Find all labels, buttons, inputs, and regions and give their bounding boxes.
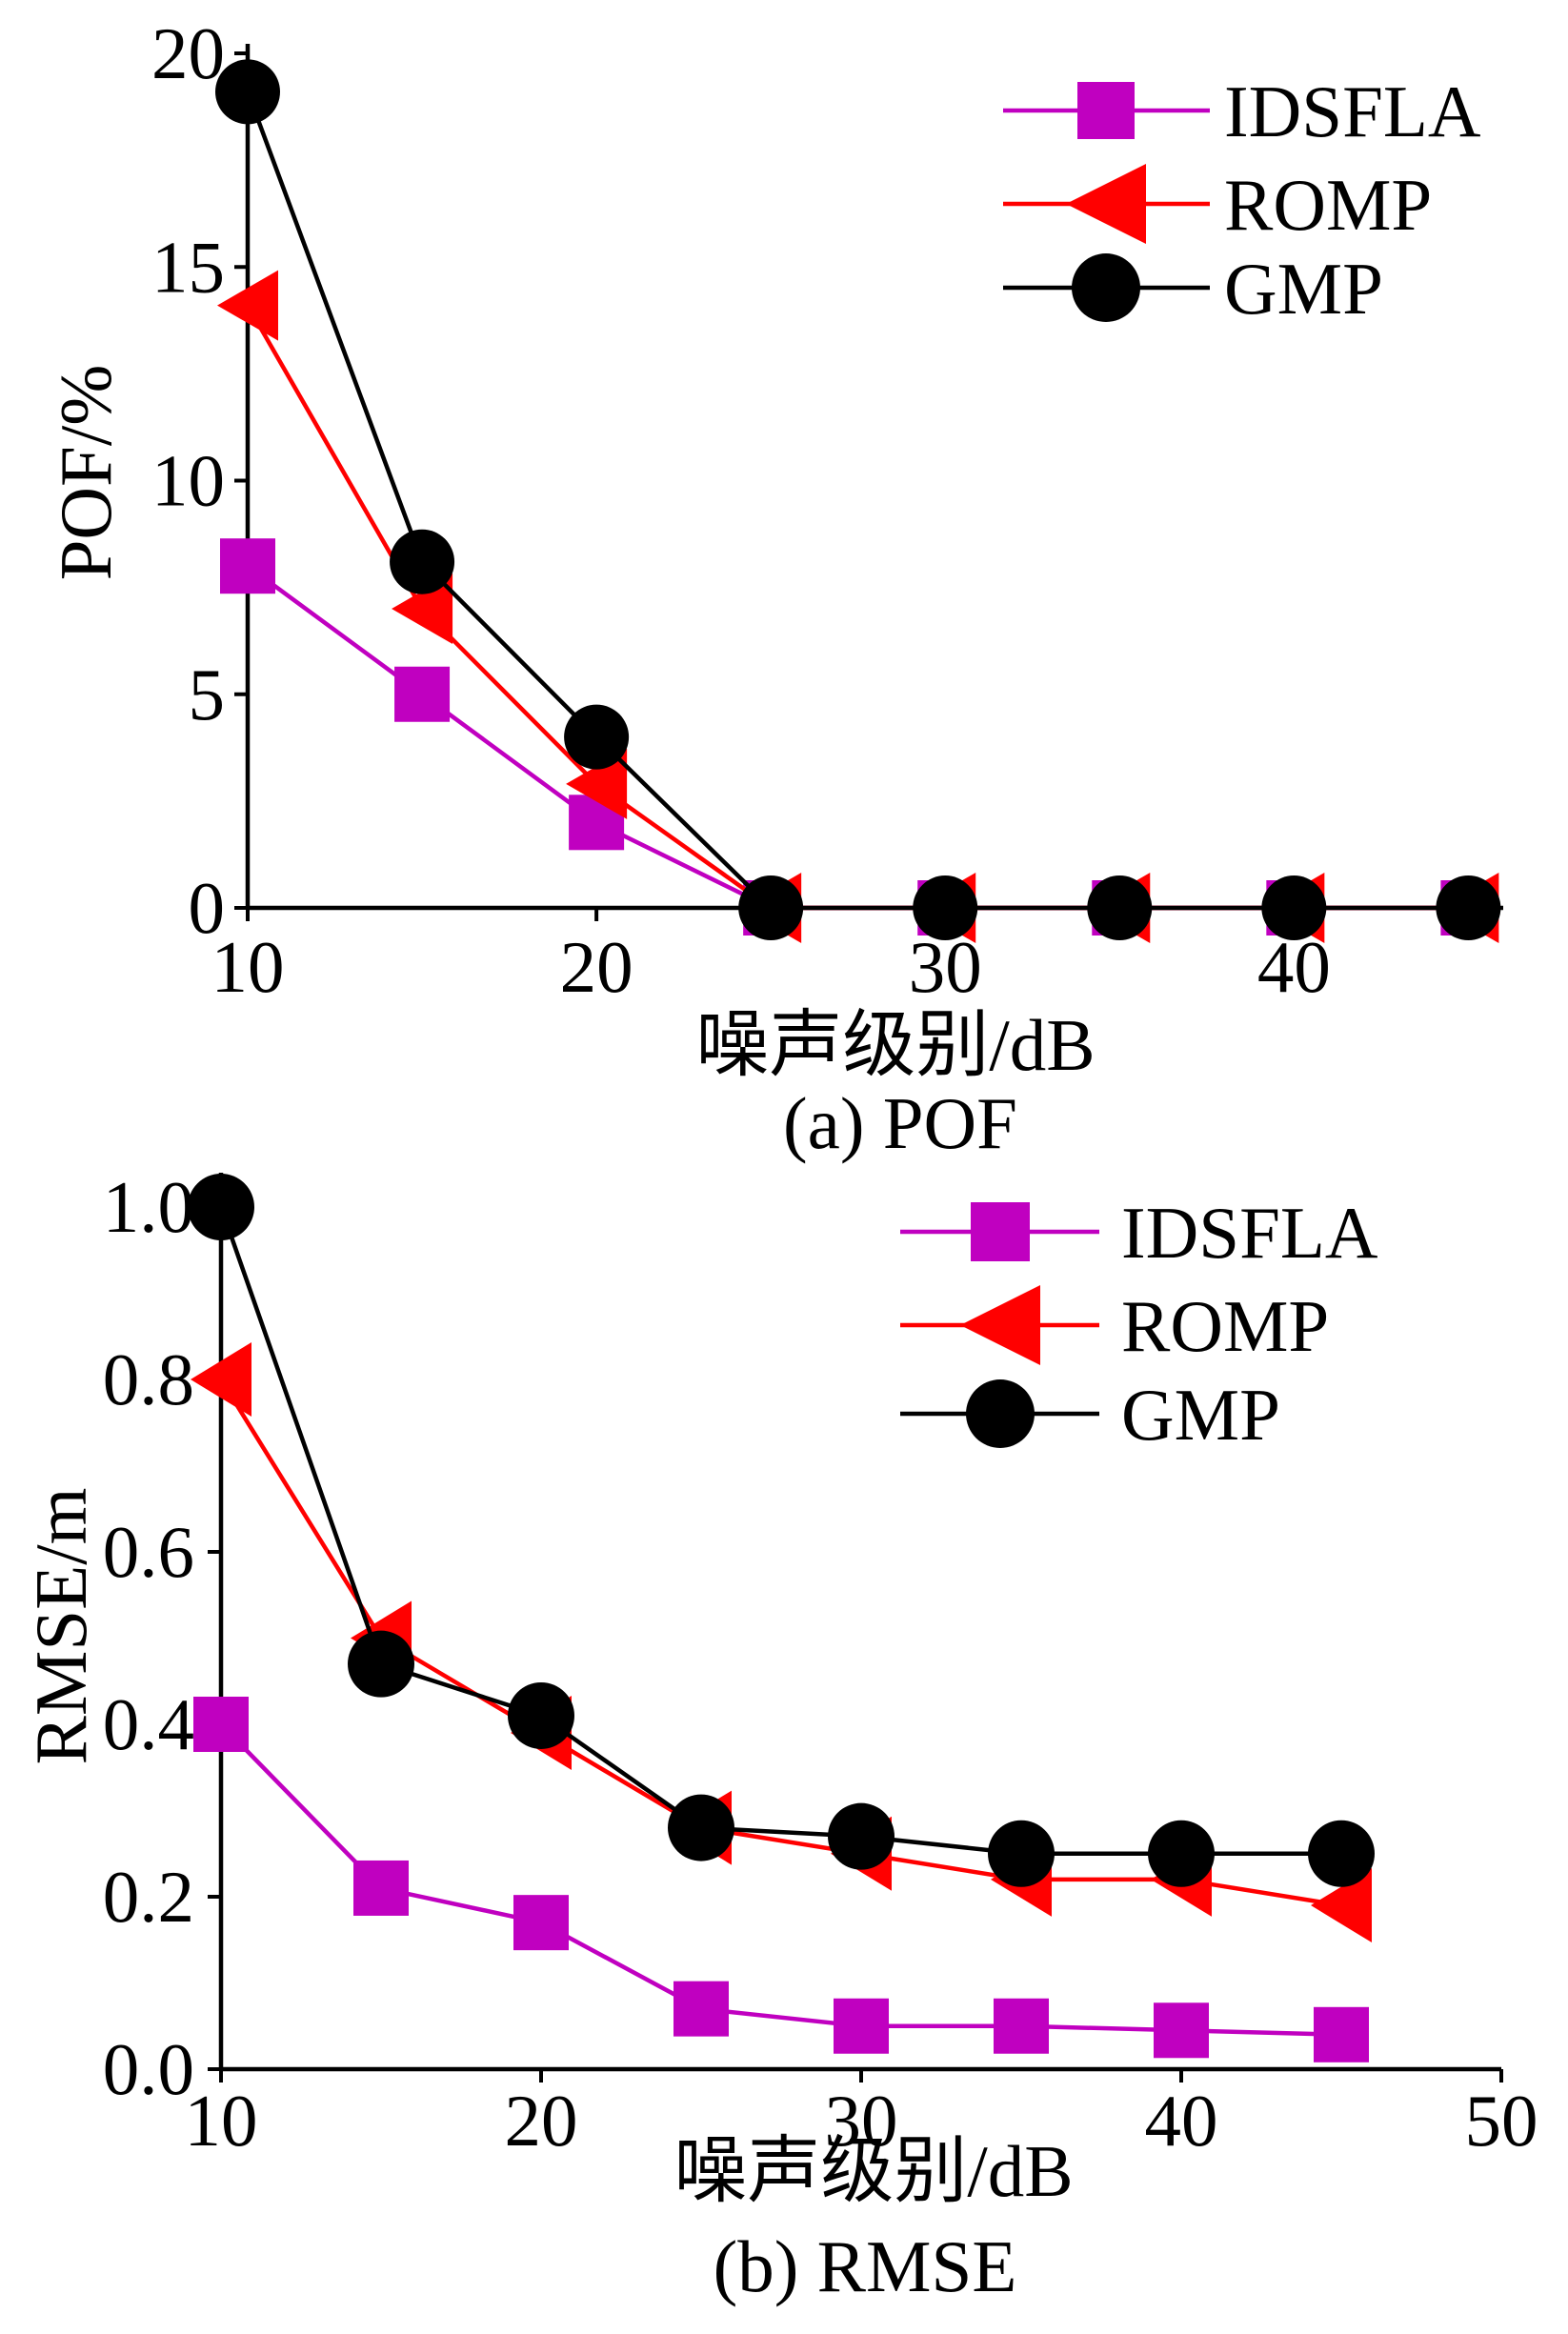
gmp-marker <box>828 1802 895 1870</box>
y-tick-label: 0.2 <box>103 1856 194 1938</box>
idsfla-marker <box>394 666 451 722</box>
gmp-marker <box>1087 875 1153 940</box>
legend-marker <box>966 1379 1035 1448</box>
legend-label: IDSFLA <box>1224 70 1481 152</box>
y-tick-label: 15 <box>151 226 225 308</box>
idsfla-marker <box>193 1697 249 1752</box>
x-axis-label: 噪声级别/dB <box>695 1004 1095 1086</box>
idsfla-marker <box>1314 2006 1369 2062</box>
chart-pof: POF/% 噪声级别/dB (a) POF 10 20 30 4005101520ID… <box>45 12 1503 1164</box>
gmp-marker <box>1436 875 1501 940</box>
axes: 10 20 30 40 50 0.0 0.2 0.4 0.6 0.8 1.0 <box>103 1166 1538 2162</box>
y-tick-label: 20 <box>151 12 225 94</box>
gmp-marker <box>564 704 630 770</box>
x-tick-label: 10 <box>185 2080 258 2162</box>
idsfla-marker <box>834 1998 889 2054</box>
romp-marker <box>1311 1868 1372 1943</box>
gmp-marker <box>508 1681 574 1749</box>
gmp-marker <box>913 875 978 940</box>
legend-marker <box>1077 82 1135 139</box>
gmp-marker <box>988 1820 1055 1887</box>
legend-label: GMP <box>1224 248 1383 330</box>
idsfla-marker <box>220 538 275 594</box>
gmp-marker <box>215 59 280 125</box>
gmp-marker <box>668 1794 734 1861</box>
legend-marker <box>971 1202 1030 1261</box>
x-tick-label: 30 <box>825 2080 898 2162</box>
series-idsfla <box>193 1697 1369 2062</box>
y-tick-label: 1.0 <box>103 1166 194 1248</box>
idsfla-marker <box>353 1860 409 1916</box>
y-tick-label: 10 <box>151 440 225 522</box>
legend-marker <box>960 1285 1040 1365</box>
x-tick-label: 20 <box>560 926 633 1008</box>
romp-marker <box>191 1342 251 1417</box>
gmp-marker <box>738 875 804 940</box>
legend-item-gmp: GMP <box>1003 248 1383 330</box>
romp-marker <box>217 270 278 341</box>
y-tick-label: 0.4 <box>103 1683 194 1765</box>
gmp-marker <box>1308 1820 1375 1887</box>
chart-caption: (b) RMSE <box>714 2225 1017 2307</box>
legend-label: GMP <box>1121 1374 1280 1456</box>
gmp-marker <box>1261 875 1327 940</box>
series-gmp <box>188 1174 1375 1887</box>
gmp-marker <box>188 1174 254 1240</box>
x-tick-label: 10 <box>211 926 285 1008</box>
x-tick-label: 20 <box>505 2080 578 2162</box>
x-tick-label: 50 <box>1465 2080 1538 2162</box>
legend-marker <box>1066 164 1146 244</box>
gmp-marker <box>348 1630 414 1698</box>
legend-label: ROMP <box>1224 164 1432 246</box>
idsfla-marker <box>513 1895 569 1951</box>
idsfla-marker <box>673 1981 729 2037</box>
y-axis-label: POF/% <box>45 365 127 581</box>
idsfla-marker <box>994 1998 1049 2054</box>
legend-marker <box>1072 253 1140 322</box>
legend-item-gmp: GMP <box>900 1374 1280 1456</box>
series-gmp <box>215 59 1501 940</box>
y-tick-label: 5 <box>189 654 226 735</box>
y-tick-label: 0 <box>189 867 226 949</box>
legend-label: ROMP <box>1121 1285 1329 1367</box>
romp-marker <box>566 748 628 819</box>
y-axis-label: RMSE/m <box>20 1488 102 1765</box>
x-axis-label: 噪声级别/dB <box>673 2130 1073 2212</box>
idsfla-marker <box>1154 2002 1209 2059</box>
x-tick-label: 40 <box>1145 2080 1218 2162</box>
series-romp <box>217 270 1499 943</box>
chart-rmse: RMSE/m 噪声级别/dB (b) RMSE 10 20 30 40 50 0.0 0.2… <box>20 1166 1538 2307</box>
romp-marker <box>392 573 453 645</box>
gmp-marker <box>1148 1820 1215 1887</box>
y-tick-label: 0.6 <box>103 1511 194 1593</box>
y-tick-label: 0.0 <box>103 2028 194 2110</box>
legend-label: IDSFLA <box>1121 1192 1378 1274</box>
legend-item-romp: ROMP <box>1003 164 1432 246</box>
y-tick-label: 0.8 <box>103 1338 194 1420</box>
legend-item-romp: ROMP <box>900 1285 1329 1367</box>
gmp-marker <box>390 529 455 594</box>
legend-item-idsfla: IDSFLA <box>900 1192 1378 1274</box>
chart-caption: (a) POF <box>783 1082 1017 1164</box>
legend-item-idsfla: IDSFLA <box>1003 70 1481 152</box>
